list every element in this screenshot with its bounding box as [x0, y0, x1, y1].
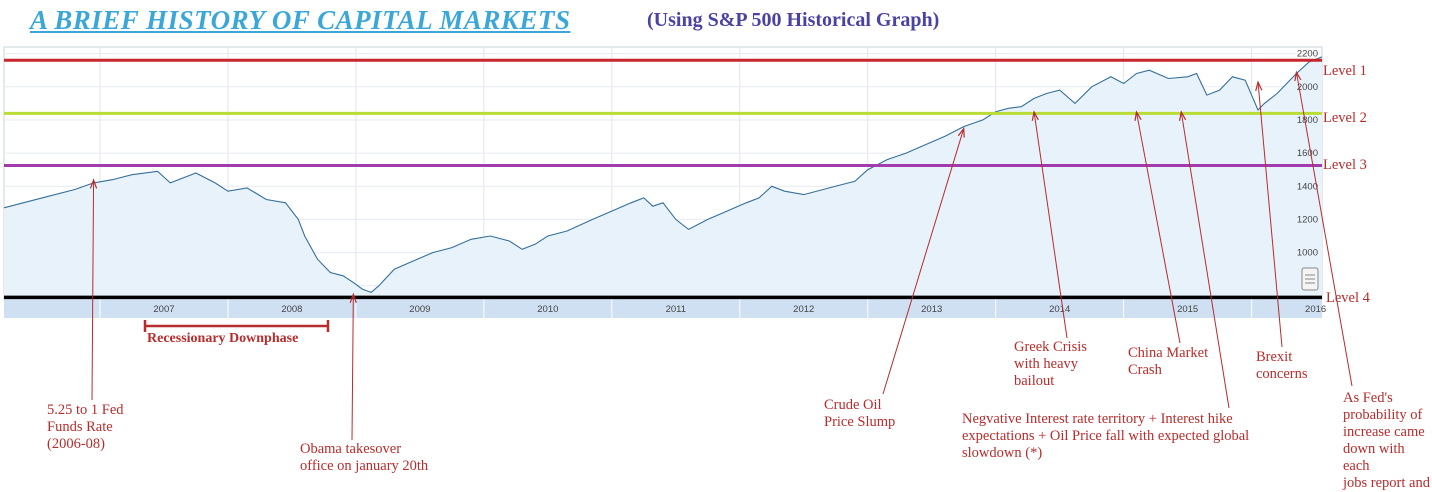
annotation-arrow — [882, 128, 965, 395]
sp500-chart: 2007 2008 2009 2010 2011 2012 2013 2014 2015 2016… — [3, 46, 1353, 441]
annotation-arrow — [1033, 111, 1068, 339]
y-tick-label: 1200 — [1297, 214, 1318, 225]
annotation-arrowhead — [349, 292, 357, 304]
page-subtitle: (Using S&P 500 Historical Graph) — [647, 9, 940, 31]
annotation-arrowhead — [1134, 110, 1142, 121]
y-tick-label: 1000 — [1297, 248, 1318, 259]
level-3-label: Level 3 — [1323, 157, 1367, 173]
x-axis-band — [4, 299, 1322, 318]
price-area — [4, 56, 1322, 300]
annotation-arrow — [351, 294, 354, 441]
annotation-arrowhead — [1178, 110, 1187, 121]
x-tick-label: 2015 — [1177, 304, 1198, 315]
annotation-arrowhead — [1031, 110, 1039, 121]
annotation-crude-oil: Crude Oil Price Slump — [824, 397, 896, 430]
price-line — [3, 56, 1323, 294]
annotation-obama: Obama takesover office on january 20th — [300, 441, 429, 474]
y-tick-label: 1800 — [1297, 115, 1318, 126]
x-tick-label: 2008 — [281, 304, 302, 315]
annotation-brexit: Brexit concerns — [1256, 349, 1308, 382]
annotation-fed-funds: 5.25 to 1 Fed Funds Rate (2006-08) — [47, 402, 124, 452]
annotation-arrow — [1295, 72, 1353, 387]
x-tick-label: 2014 — [1049, 304, 1070, 315]
x-tick-label: 2010 — [537, 304, 558, 315]
level-4-label: Level 4 — [1326, 290, 1370, 306]
x-tick-label: 2009 — [409, 304, 430, 315]
annotation-arrow — [1257, 82, 1283, 348]
annotation-negative-rates: Negvative Interest rate territory + Inte… — [962, 411, 1250, 461]
annotation-arrowhead — [1255, 80, 1263, 92]
recession-label: Recessionary Downphase — [147, 331, 299, 346]
y-tick-label: 1600 — [1297, 148, 1318, 159]
annotation-arrow — [91, 179, 95, 401]
page-title: A BRIEF HISTORY OF CAPITAL MARKETS — [30, 5, 571, 35]
annotation-arrow — [1135, 111, 1181, 344]
annotation-china-crash: China Market Crash — [1128, 345, 1209, 378]
level-1-label: Level 1 — [1323, 63, 1367, 79]
annotation-arrow — [1180, 111, 1230, 409]
annotation-greek-crisis: Greek Crisis with heavy bailout — [1014, 339, 1087, 389]
x-tick-label: 2016 — [1305, 304, 1326, 315]
x-tick-label: 2013 — [921, 304, 942, 315]
level-2-label: Level 2 — [1323, 110, 1367, 126]
annotation-arrowhead — [89, 178, 98, 189]
annotation-arrowhead — [1294, 70, 1302, 82]
annotation-arrowhead — [957, 126, 965, 138]
x-tick-label: 2011 — [666, 304, 686, 315]
y-tick-label: 2200 — [1297, 49, 1318, 60]
y-tick-label: 2000 — [1297, 82, 1318, 93]
x-tick-label: 2012 — [793, 304, 814, 315]
x-tick-label: 2007 — [153, 304, 174, 315]
y-tick-label: 1400 — [1297, 181, 1318, 192]
